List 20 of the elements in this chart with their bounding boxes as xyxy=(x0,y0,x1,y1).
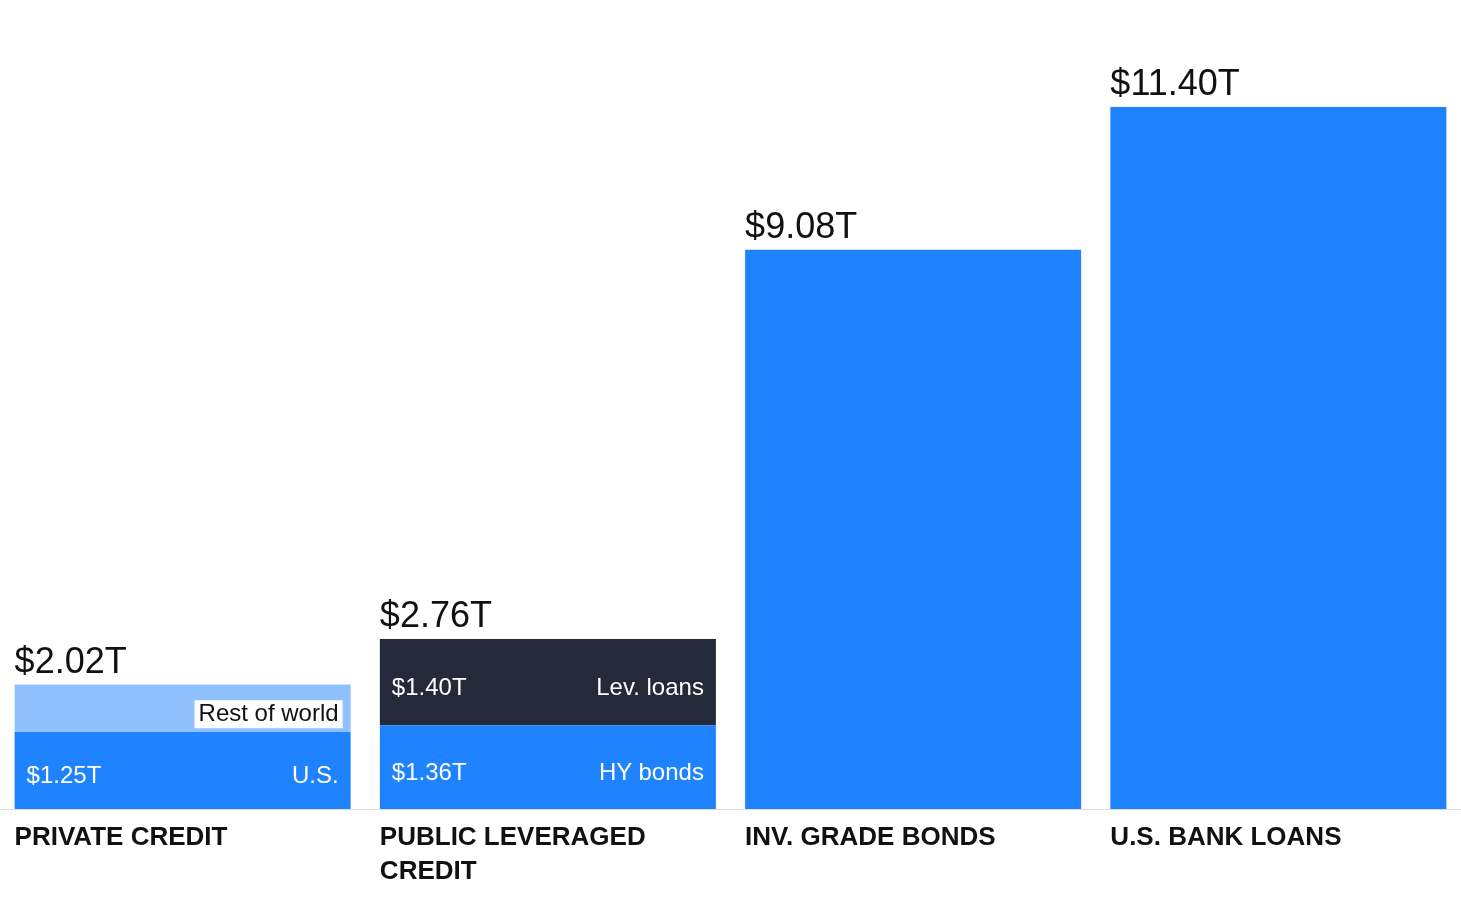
series-label: Rest of world xyxy=(198,698,339,726)
bar xyxy=(379,639,716,726)
bar xyxy=(1110,106,1447,809)
annotation: $2.76T xyxy=(379,593,492,635)
bar xyxy=(745,249,1082,809)
data-label: $1.36T xyxy=(391,757,467,785)
x-tick-label: INV. GRADE BONDS xyxy=(745,821,996,852)
annotation: $9.08T xyxy=(745,204,858,246)
x-tick-label: PUBLIC LEVERAGED CREDIT xyxy=(379,821,646,886)
series-label: HY bonds xyxy=(598,757,704,785)
series-label: Lev. loans xyxy=(596,672,704,700)
x-tick-label: U.S. BANK LOANS xyxy=(1110,821,1342,852)
data-label: $1.25T xyxy=(26,761,102,789)
bar xyxy=(379,725,716,809)
series-label: U.S. xyxy=(291,761,339,789)
data-label: $1.40T xyxy=(391,672,467,700)
bar xyxy=(14,732,351,809)
x-tick-label: PRIVATE CREDIT xyxy=(14,821,228,852)
annotation: $11.40T xyxy=(1110,61,1240,103)
annotation: $2.02T xyxy=(14,639,127,681)
